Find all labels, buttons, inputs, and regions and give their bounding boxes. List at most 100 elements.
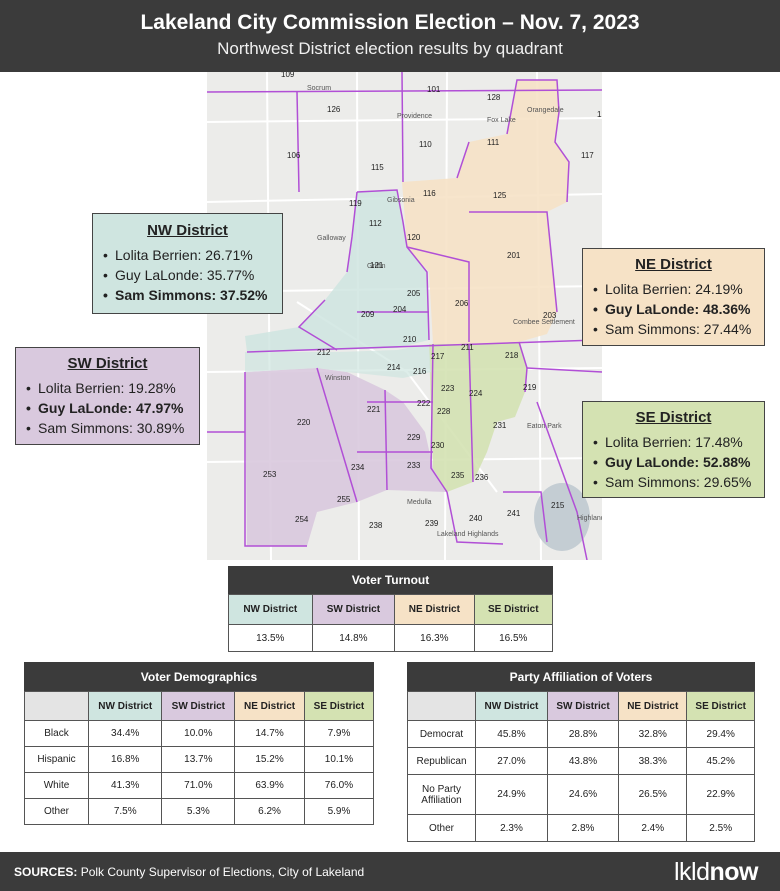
row-label: No Party Affiliation xyxy=(407,774,476,815)
logo-text-bold: now xyxy=(709,858,759,886)
table-cell: 13.7% xyxy=(161,746,236,773)
map-svg: Socrum Providence Orangedale Fox Lake Gibson… xyxy=(207,72,602,560)
precinct-number-label: 215 xyxy=(551,501,565,510)
header-banner: Lakeland City Commission Election – Nov.… xyxy=(0,0,780,72)
sw-result-simmons: Sam Simmons: 30.89% xyxy=(26,418,189,438)
turnout-header-ne: NE District xyxy=(394,594,475,625)
map-place-label: Socrum xyxy=(307,85,331,92)
row-label: Black xyxy=(24,720,89,747)
precinct-number-label: 238 xyxy=(369,521,383,530)
precinct-number-label: 120 xyxy=(407,233,421,242)
precinct-number-label: 201 xyxy=(507,251,521,260)
precinct-number-label: 106 xyxy=(287,151,301,160)
table-cell: 22.9% xyxy=(686,774,755,815)
precinct-number-label: 239 xyxy=(425,519,439,528)
precinct-number-label: 218 xyxy=(505,351,519,360)
precinct-boundaries xyxy=(207,72,602,560)
row-label: Other xyxy=(24,798,89,825)
map-place-label: Fox Lake xyxy=(487,117,516,124)
callout-sw-district: SW District Lolita Berrien: 19.28% Guy L… xyxy=(15,347,200,445)
turnout-value-nw: 13.5% xyxy=(228,624,313,652)
map-place-label: Providence xyxy=(397,113,432,120)
table-row: Democrat 45.8% 28.8% 32.8% 29.4% xyxy=(407,720,755,748)
party-corner xyxy=(407,691,476,721)
precinct-number-label: 240 xyxy=(469,514,483,523)
table-cell: 27.0% xyxy=(475,747,548,775)
page-subtitle: Northwest District election results by q… xyxy=(217,39,563,58)
precinct-number-label: 204 xyxy=(393,305,407,314)
nw-result-berrien: Lolita Berrien: 26.71% xyxy=(103,245,272,265)
map-place-label: Gibsonia xyxy=(387,197,415,204)
table-cell: 24.9% xyxy=(475,774,548,815)
table-cell: 28.8% xyxy=(546,720,620,748)
callout-se-district: SE District Lolita Berrien: 17.48% Guy L… xyxy=(582,401,765,498)
ne-result-berrien: Lolita Berrien: 24.19% xyxy=(593,279,754,299)
precinct-number-label: 211 xyxy=(461,343,474,352)
precinct-number-label: 116 xyxy=(423,189,436,198)
precinct-number-label: 255 xyxy=(337,495,351,504)
precinct-number-label: 228 xyxy=(437,407,451,416)
callout-nw-district: NW District Lolita Berrien: 26.71% Guy L… xyxy=(92,213,283,314)
nw-results-list: Lolita Berrien: 26.71% Guy LaLonde: 35.7… xyxy=(103,245,272,305)
table-cell: 2.4% xyxy=(618,814,688,842)
party-table: Party Affiliation of Voters NW District … xyxy=(407,662,755,842)
table-cell: 14.7% xyxy=(234,720,305,747)
precinct-number-label: 206 xyxy=(455,299,469,308)
nw-district-title: NW District xyxy=(147,222,228,239)
precinct-number-label: 110 xyxy=(419,140,432,149)
precinct-number-label: 214 xyxy=(387,363,401,372)
table-cell: 63.9% xyxy=(234,772,305,799)
table-cell: 6.2% xyxy=(234,798,305,825)
district-se-area xyxy=(429,342,527,492)
se-results-list: Lolita Berrien: 17.48% Guy LaLonde: 52.8… xyxy=(593,432,754,492)
table-cell: 76.0% xyxy=(303,772,375,799)
district-sw-area xyxy=(245,368,447,546)
precinct-number-label: 209 xyxy=(361,310,375,319)
demographics-header-sw: SW District xyxy=(161,691,236,721)
table-cell: 15.2% xyxy=(234,746,305,773)
row-label: White xyxy=(24,772,89,799)
precinct-number-label: 205 xyxy=(407,289,421,298)
table-cell: 41.3% xyxy=(87,772,163,799)
precinct-number-label: 216 xyxy=(413,367,427,376)
table-cell: 7.5% xyxy=(87,798,163,825)
table-cell: 10.0% xyxy=(161,720,236,747)
sw-district-title: SW District xyxy=(67,355,148,372)
precinct-number-label: 212 xyxy=(317,348,331,357)
table-cell: 5.9% xyxy=(303,798,375,825)
precinct-number-label: 234 xyxy=(351,463,365,472)
precinct-number-label: 119 xyxy=(349,199,362,208)
party-header-ne: NE District xyxy=(618,691,688,721)
precinct-number-label: 101 xyxy=(427,85,441,94)
map-place-label: Combee Settlement xyxy=(513,319,575,326)
precinct-number-label: 222 xyxy=(417,399,431,408)
table-cell: 24.6% xyxy=(546,774,620,815)
map-place-label: Lakeland Highlands xyxy=(437,531,499,538)
turnout-table: Voter Turnout NW District SW District NE… xyxy=(228,566,553,652)
table-cell: 45.2% xyxy=(686,747,755,775)
precinct-number-label: 219 xyxy=(523,383,537,392)
table-cell: 5.3% xyxy=(161,798,236,825)
lake-hancock xyxy=(534,483,590,551)
table-cell: 2.8% xyxy=(546,814,620,842)
precinct-number-label: 231 xyxy=(493,421,507,430)
party-header-sw: SW District xyxy=(546,691,620,721)
row-label: Republican xyxy=(407,747,476,775)
table-cell: 10.1% xyxy=(303,746,375,773)
precinct-number-label: 203 xyxy=(543,311,557,320)
table-cell: 38.3% xyxy=(618,747,688,775)
table-cell: 7.9% xyxy=(303,720,375,747)
sw-result-berrien: Lolita Berrien: 19.28% xyxy=(26,378,189,398)
table-row: Black 34.4% 10.0% 14.7% 7.9% xyxy=(24,720,375,747)
precinct-number-label: 253 xyxy=(263,470,277,479)
turnout-title: Voter Turnout xyxy=(228,566,553,594)
ne-results-list: Lolita Berrien: 24.19% Guy LaLonde: 48.3… xyxy=(593,279,754,339)
district-nw-south xyxy=(245,344,431,378)
demographics-header-ne: NE District xyxy=(234,691,305,721)
map-place-label: Highland City xyxy=(577,515,602,522)
logo-text-light: lkld xyxy=(673,858,710,886)
table-cell: 29.4% xyxy=(686,720,755,748)
demographics-header-se: SE District xyxy=(303,691,375,721)
precinct-number-label: 128 xyxy=(487,93,501,102)
row-label: Hispanic xyxy=(24,746,89,773)
